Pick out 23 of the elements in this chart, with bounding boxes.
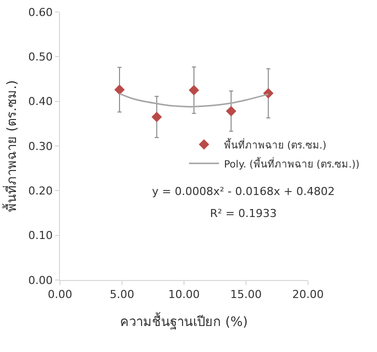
y-tick-label: 0.20 xyxy=(28,184,53,198)
y-tick-label: 0.30 xyxy=(28,140,53,153)
y-tick-label: 0.60 xyxy=(28,6,53,19)
point xyxy=(263,88,274,98)
y-tick-label: 0.40 xyxy=(28,95,53,108)
point xyxy=(114,84,125,95)
legend-label: พื้นที่ภาพฉาย (ตร.ซม.) xyxy=(224,137,326,152)
point xyxy=(226,106,236,116)
x-tick-label: 5.00 xyxy=(110,288,134,302)
x-tick-label: 20.00 xyxy=(292,288,324,302)
annotation: y = 0.0008x² - 0.0168x + 0.4802 xyxy=(152,185,335,198)
annotation: R² = 0.1933 xyxy=(210,207,277,220)
x-tick-label: 15.00 xyxy=(230,288,262,302)
legend-label: Poly. (พื้นที่ภาพฉาย (ตร.ซม.)) xyxy=(224,156,360,170)
y-tick-label: 0.50 xyxy=(28,50,53,64)
point xyxy=(152,112,162,122)
point xyxy=(188,84,200,96)
x-tick-label: 0.00 xyxy=(48,288,72,302)
y-tick-label: 0.10 xyxy=(28,229,53,242)
x-tick-label: 10.00 xyxy=(168,288,200,302)
y-axis-title: พื้นที่ภาพฉาย (ตร.ซม.) xyxy=(2,80,20,212)
x-axis-title: ความชื้นฐานเปียก (%) xyxy=(120,312,248,330)
y-tick-label: 0.00 xyxy=(28,274,53,287)
